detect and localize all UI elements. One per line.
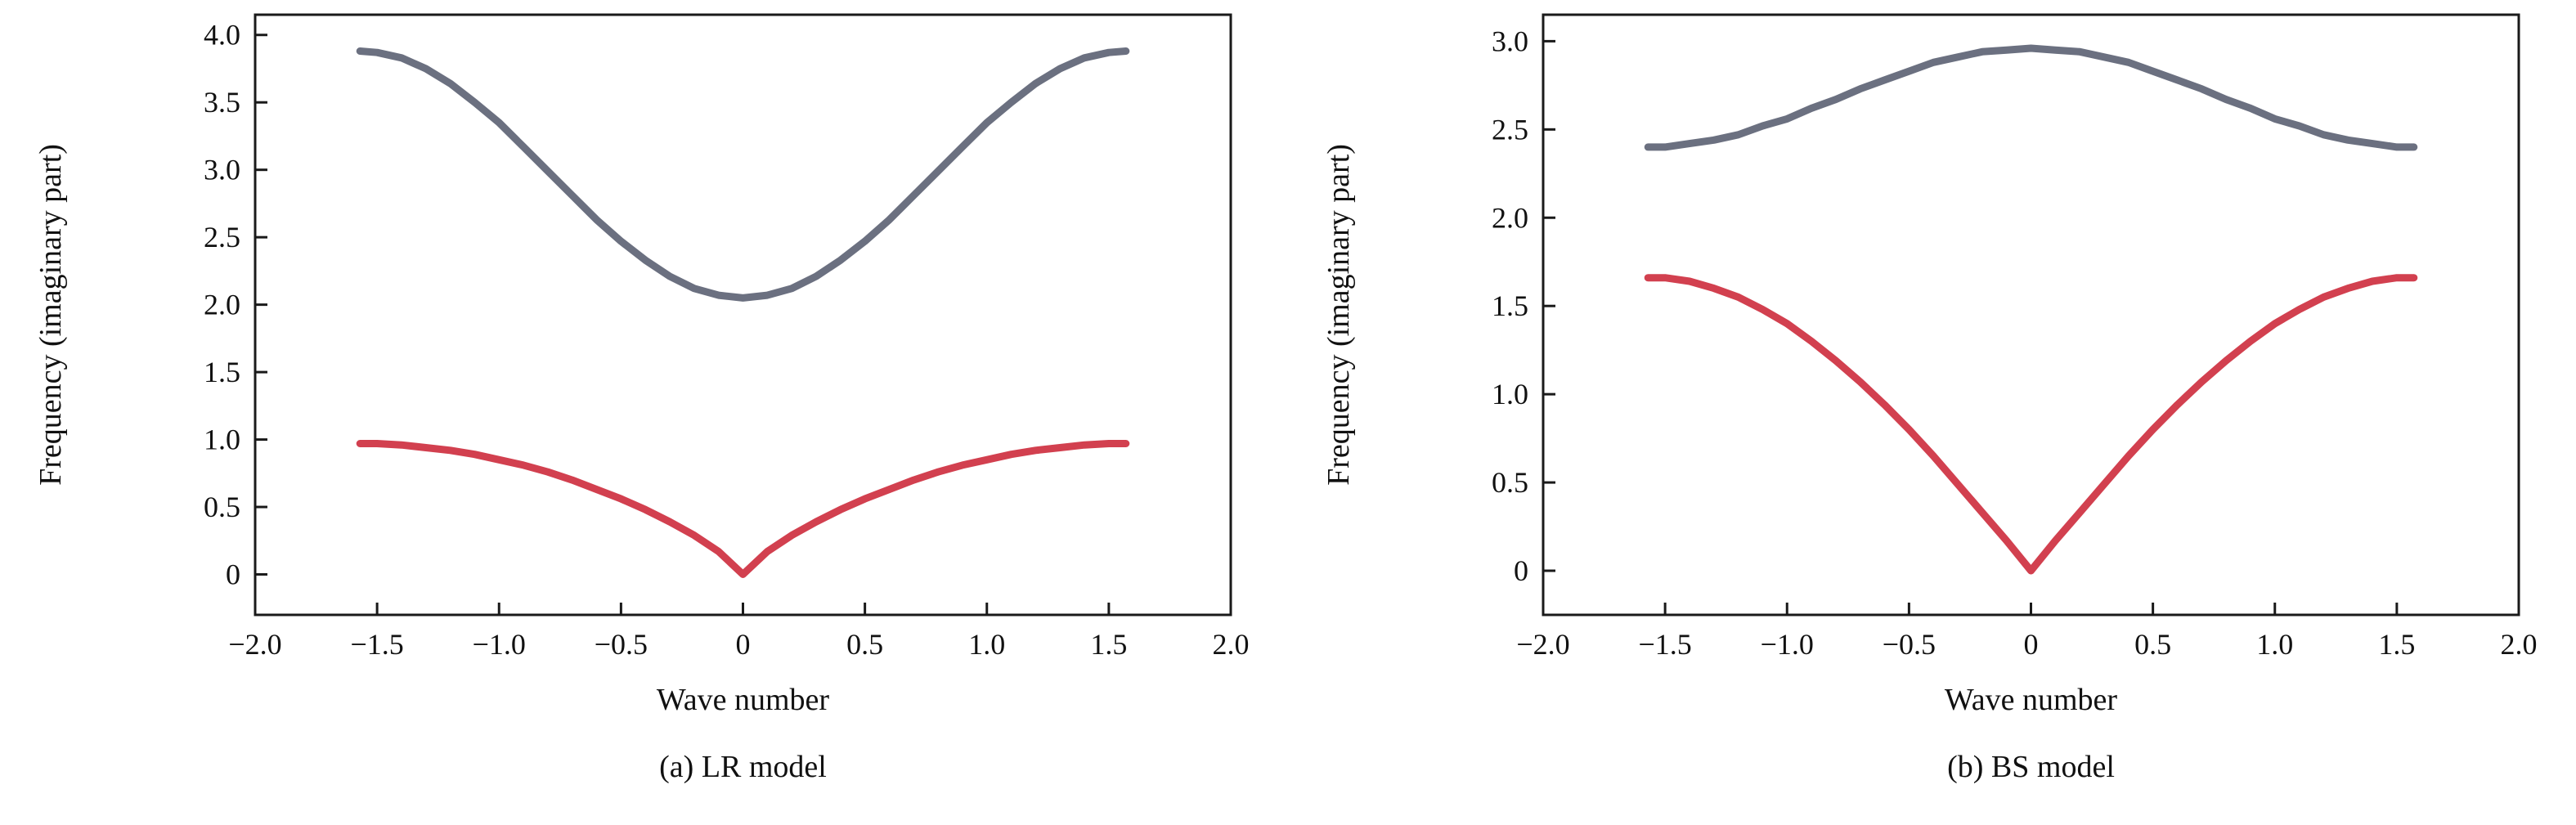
y-tick-label: 0 (1514, 554, 1528, 587)
y-tick-label: 3.0 (1492, 25, 1528, 57)
y-axis-ticks: 0 0.5 1.0 1.5 2.0 2.5 3.0 (1492, 25, 1555, 587)
x-axis-label: Wave number (1945, 683, 2117, 717)
x-tick-label: 1.0 (2256, 628, 2293, 661)
x-axis-ticks: −2.0 −1.5 −1.0 −0.5 0 0.5 1.0 1.5 2.0 (228, 603, 1250, 661)
x-tick-label: 1.5 (2378, 628, 2415, 661)
x-tick-label: −0.5 (1883, 628, 1936, 661)
plot-frame (254, 13, 1232, 617)
x-tick-label: 2.0 (2501, 628, 2538, 661)
x-tick-label: 2.0 (1213, 628, 1250, 661)
panel-caption: (b) BS model (1947, 750, 2115, 784)
x-tick-label: 0.5 (846, 628, 883, 661)
x-tick-label: −1.5 (350, 628, 403, 661)
y-tick-label: 2.0 (204, 289, 240, 321)
y-tick-label: 4.0 (204, 19, 240, 52)
y-tick-label: 1.0 (204, 424, 240, 456)
x-tick-label: −2.0 (1516, 628, 1569, 661)
x-axis-label: Wave number (657, 683, 829, 717)
x-tick-label: 0 (736, 628, 751, 661)
y-tick-label: 3.5 (204, 86, 240, 119)
x-tick-label: 1.5 (1090, 628, 1127, 661)
panel-lr-model: −2.0 −1.5 −1.0 −0.5 0 0.5 1.0 1.5 2.0 0 0.5 1.0 1.5 2… (0, 0, 1288, 821)
y-axis-label: Frequency (imaginary part) (34, 144, 68, 486)
x-tick-label: 1.0 (968, 628, 1005, 661)
x-tick-label: −0.5 (595, 628, 648, 661)
x-tick-label: −1.0 (473, 628, 526, 661)
lr-model-chart: −2.0 −1.5 −1.0 −0.5 0 0.5 1.0 1.5 2.0 0 0.5 1.0 1.5 2… (34, 13, 1250, 784)
y-tick-label: 1.5 (1492, 289, 1528, 322)
y-tick-label: 1.5 (204, 356, 240, 388)
series-lower-branch (1644, 274, 2418, 575)
y-tick-label: 2.0 (1492, 201, 1528, 234)
y-axis-ticks: 0 0.5 1.0 1.5 2.0 2.5 3.0 3.5 4.0 (204, 19, 267, 591)
x-tick-label: −1.0 (1761, 628, 1814, 661)
series-lower-branch (356, 440, 1130, 578)
series-upper-branch (1644, 44, 2418, 151)
plot-frame (1542, 13, 2520, 617)
x-tick-label: 0 (2024, 628, 2039, 661)
y-tick-label: 1.0 (1492, 378, 1528, 410)
x-axis-ticks: −2.0 −1.5 −1.0 −0.5 0 0.5 1.0 1.5 2.0 (1516, 603, 2538, 661)
panel-bs-model: −2.0 −1.5 −1.0 −0.5 0 0.5 1.0 1.5 2.0 0 0.5 1.0 1.5 2… (1288, 0, 2576, 821)
x-tick-label: 0.5 (2134, 628, 2171, 661)
y-tick-label: 0.5 (204, 491, 240, 523)
bs-model-chart: −2.0 −1.5 −1.0 −0.5 0 0.5 1.0 1.5 2.0 0 0.5 1.0 1.5 2… (1322, 13, 2538, 784)
series-upper-branch (356, 47, 1130, 302)
y-tick-label: 0.5 (1492, 466, 1528, 499)
y-tick-label: 3.0 (204, 154, 240, 186)
x-tick-label: −2.0 (228, 628, 281, 661)
y-axis-label: Frequency (imaginary part) (1322, 144, 1356, 486)
panel-caption: (a) LR model (659, 750, 827, 784)
y-tick-label: 2.5 (1492, 113, 1528, 146)
y-tick-label: 0 (226, 558, 240, 591)
x-tick-label: −1.5 (1638, 628, 1691, 661)
y-tick-label: 2.5 (204, 221, 240, 253)
